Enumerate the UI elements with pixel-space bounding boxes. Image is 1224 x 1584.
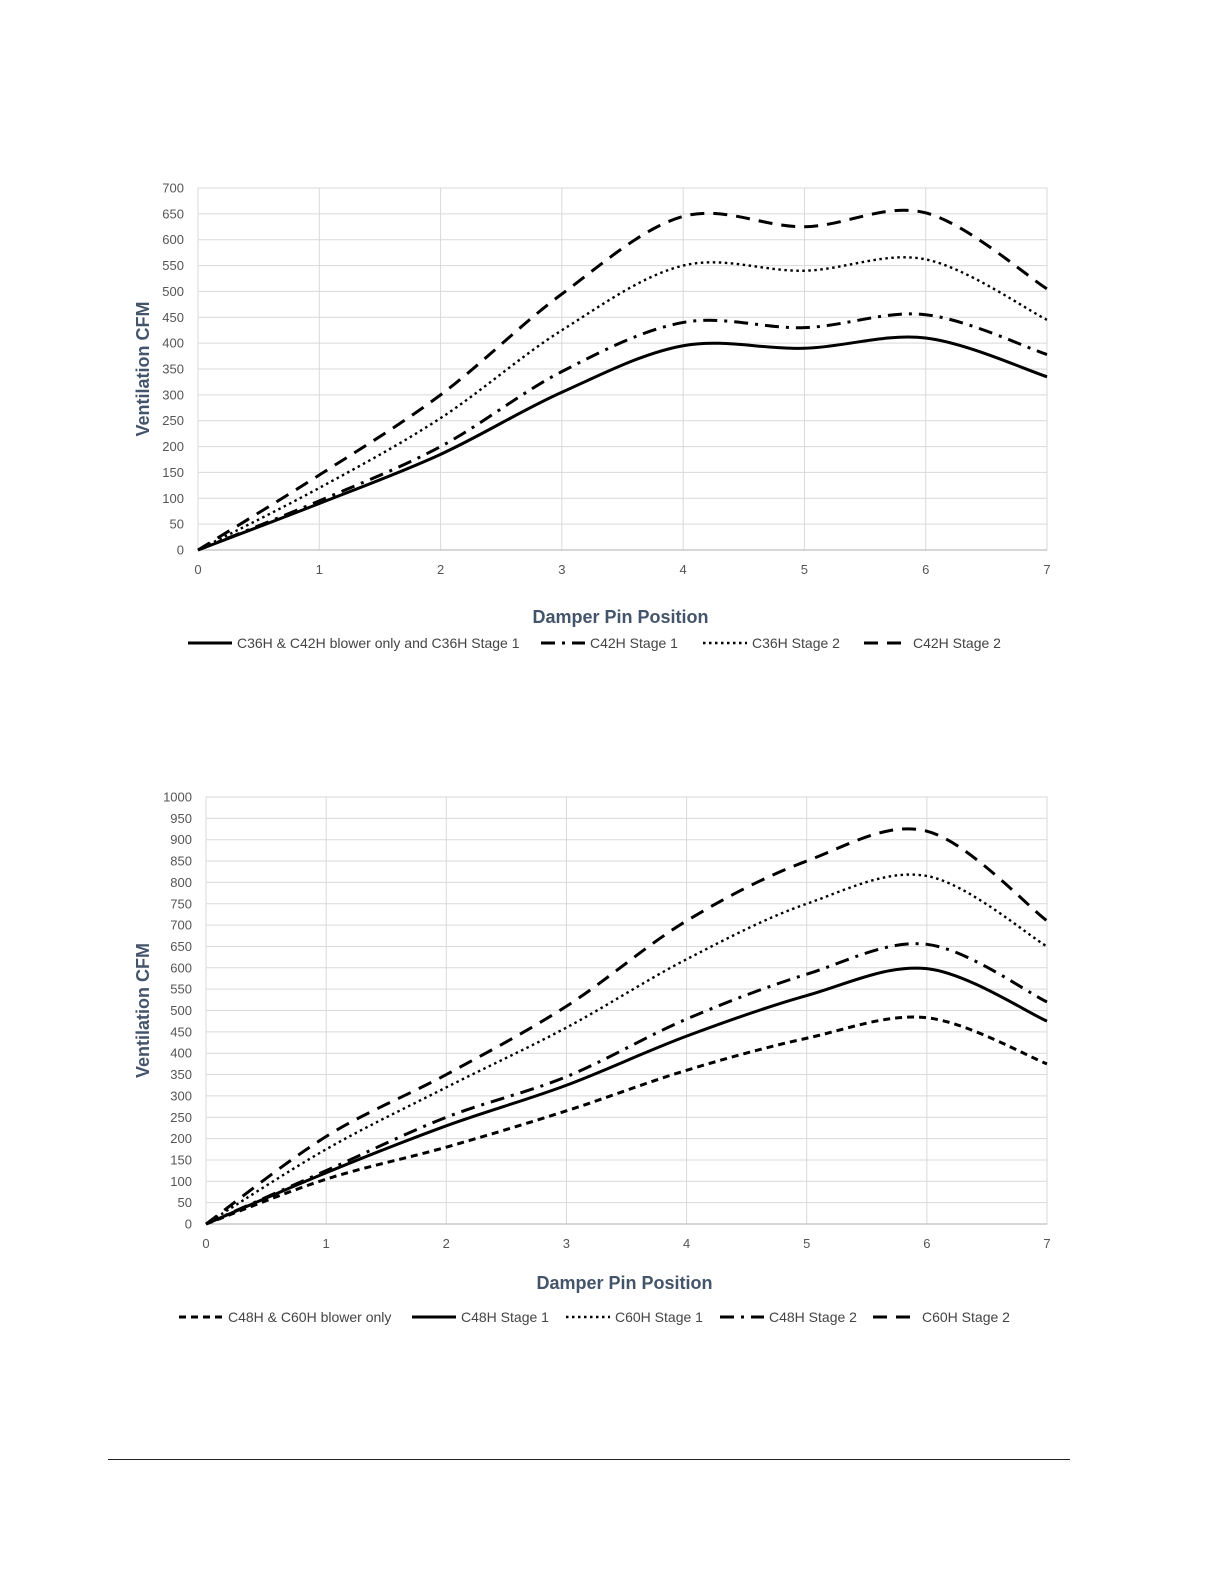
chart-1-series-line-2: [197, 312, 1048, 552]
chart-1-y-tick-label: 700: [162, 181, 184, 196]
chart-2-x-axis-title: Damper Pin Position: [536, 1273, 712, 1293]
chart-1-y-tick-label: 200: [162, 439, 184, 454]
chart-1-legend-label-1: C36H & C42H blower only and C36H Stage 1: [237, 635, 520, 651]
chart-2-y-tick-label: 700: [170, 918, 192, 933]
chart-1-series-line-3: [197, 256, 1048, 552]
chart-2-y-tick-label: 600: [170, 960, 192, 975]
chart-2-x-tick-label: 0: [202, 1236, 209, 1251]
chart-1-y-tick-label: 50: [170, 517, 184, 532]
chart-2-legend-label-4: C48H Stage 2: [769, 1309, 857, 1325]
chart-1-y-tick-label: 250: [162, 413, 184, 428]
chart-1-x-tick-label: 4: [680, 562, 687, 577]
page-footer-rule: [108, 1459, 1070, 1460]
chart-2-series-line-5: [205, 827, 1048, 1226]
chart-2-y-tick-label: 650: [170, 939, 192, 954]
chart-2-y-tick-label: 50: [178, 1195, 192, 1210]
chart-2-legend-label-2: C48H Stage 1: [461, 1309, 549, 1325]
chart-1-y-tick-label: 550: [162, 258, 184, 273]
chart-1-legend-label-3: C36H Stage 2: [752, 635, 840, 651]
chart-2-y-tick-label: 150: [170, 1152, 192, 1167]
chart-2-svg: 0501001502002503003504004505005506006507…: [133, 790, 1051, 1326]
chart-1-series-line-1: [197, 335, 1048, 552]
chart-1-legend-label-2: C42H Stage 1: [590, 635, 678, 651]
chart-1-y-tick-label: 0: [177, 543, 184, 558]
chart-2-x-tick-label: 6: [923, 1236, 930, 1251]
chart-2-y-tick-label: 750: [170, 896, 192, 911]
chart-2-y-tick-label: 350: [170, 1067, 192, 1082]
chart-2-y-tick-label: 250: [170, 1110, 192, 1125]
chart-2-y-axis-title: Ventilation CFM: [133, 943, 153, 1078]
chart-1-series-line-4: [197, 208, 1048, 552]
ventilation-chart-1: 0 50 100 150 200 250 300 350 400 450 500 550 600 650 7…: [0, 0, 1224, 700]
chart-2-x-tick-label: 1: [323, 1236, 330, 1251]
chart-2-x-tick-label: 7: [1043, 1236, 1050, 1251]
chart-2-y-tick-label: 0: [185, 1217, 192, 1232]
chart-1-x-tick-label: 0: [194, 562, 201, 577]
chart-2-y-tick-label: 500: [170, 1003, 192, 1018]
chart-2-x-tick-label: 2: [443, 1236, 450, 1251]
chart-2-series-line-2: [205, 966, 1048, 1226]
chart-1-x-tick-label: 5: [801, 562, 808, 577]
chart-2-series-line-3: [205, 873, 1048, 1226]
chart-2-x-tick-label: 5: [803, 1236, 810, 1251]
chart-1-y-tick-label: 100: [162, 491, 184, 506]
chart-1-y-tick-label: 600: [162, 232, 184, 247]
chart-2-y-tick-label: 800: [170, 875, 192, 890]
chart-1-y-tick-label: 400: [162, 336, 184, 351]
chart-2-y-tick-label: 1000: [163, 790, 192, 805]
chart-2-y-tick-label: 950: [170, 811, 192, 826]
chart-1-svg: 0501001502002503003504004505005506006507…: [133, 181, 1051, 652]
chart-1-x-tick-label: 3: [558, 562, 565, 577]
chart-1-x-tick-label: 1: [316, 562, 323, 577]
chart-2-y-tick-label: 400: [170, 1046, 192, 1061]
chart-1-x-tick-label: 6: [922, 562, 929, 577]
chart-2-y-tick-label: 550: [170, 982, 192, 997]
chart-2-y-tick-label: 100: [170, 1174, 192, 1189]
chart-2-y-tick-label: 850: [170, 854, 192, 869]
chart-1-x-axis-title: Damper Pin Position: [532, 607, 708, 627]
chart-1-x-tick-label: 2: [437, 562, 444, 577]
chart-1-y-tick-label: 350: [162, 362, 184, 377]
chart-2-x-tick-label: 4: [683, 1236, 690, 1251]
chart-2-series-line-4: [205, 942, 1048, 1226]
chart-2-series-line-1: [205, 1015, 1048, 1226]
chart-1-y-tick-label: 300: [162, 387, 184, 402]
chart-1-y-tick-label: 500: [162, 284, 184, 299]
chart-2-x-tick-label: 3: [563, 1236, 570, 1251]
ventilation-chart-2: 0 50 100 150 200 250 300 350 400 450 500 550 600 650 7…: [0, 770, 1224, 1370]
chart-1-legend-label-4: C42H Stage 2: [913, 635, 1001, 651]
chart-2-y-tick-label: 450: [170, 1024, 192, 1039]
chart-2-legend-label-3: C60H Stage 1: [615, 1309, 703, 1325]
chart-2-y-tick-label: 200: [170, 1131, 192, 1146]
chart-2-y-tick-label: 900: [170, 832, 192, 847]
chart-1-y-axis-title: Ventilation CFM: [133, 302, 153, 437]
chart-1-y-tick-label: 150: [162, 465, 184, 480]
chart-1-y-tick-label: 450: [162, 310, 184, 325]
chart-1-x-tick-label: 7: [1043, 562, 1050, 577]
chart-2-y-tick-label: 300: [170, 1088, 192, 1103]
chart-2-legend-label-1: C48H & C60H blower only: [228, 1309, 391, 1325]
chart-1-y-tick-label: 650: [162, 206, 184, 221]
chart-2-legend-label-5: C60H Stage 2: [922, 1309, 1010, 1325]
